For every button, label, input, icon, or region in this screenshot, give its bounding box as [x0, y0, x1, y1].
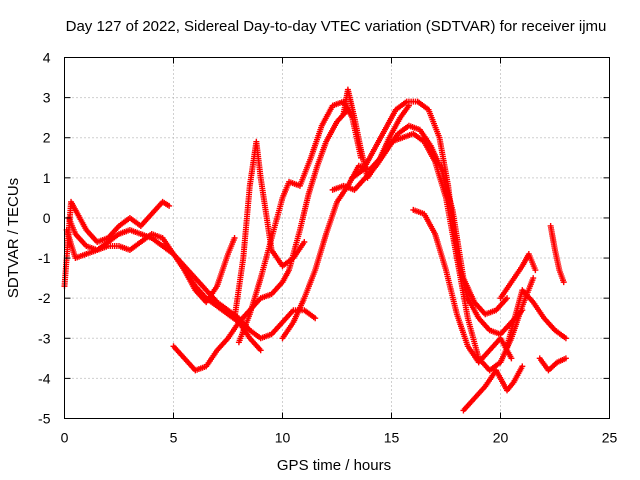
- series-track-16: [536, 355, 569, 374]
- data-marker: [532, 267, 539, 274]
- data-marker: [530, 275, 537, 282]
- x-tick-label: 25: [602, 430, 618, 446]
- x-tick-label: 15: [384, 430, 400, 446]
- data-marker: [257, 347, 264, 354]
- series-track-5: [181, 235, 238, 306]
- x-tick-label: 10: [275, 430, 291, 446]
- series-track-14: [504, 287, 569, 350]
- data-layer: [61, 86, 569, 414]
- data-marker: [312, 315, 319, 322]
- data-marker: [519, 363, 526, 370]
- series-track-6: [231, 138, 308, 322]
- chart-title: Day 127 of 2022, Sidereal Day-to-day VTE…: [66, 18, 607, 35]
- data-marker: [166, 202, 173, 209]
- x-tick-label: 20: [493, 430, 509, 446]
- y-tick-label: -2: [38, 290, 51, 306]
- data-marker: [562, 335, 569, 342]
- data-marker: [504, 295, 511, 302]
- y-axis-label: SDTVAR / TECUs: [5, 178, 22, 298]
- data-marker: [508, 355, 515, 362]
- y-tick-label: 3: [43, 90, 51, 106]
- x-tick-label: 0: [61, 430, 69, 446]
- y-tick-label: -3: [38, 330, 51, 346]
- series-track-12: [410, 206, 515, 366]
- x-tick-label: 5: [170, 430, 178, 446]
- y-tick-label: -1: [38, 250, 51, 266]
- data-marker: [231, 235, 238, 241]
- data-marker: [301, 239, 308, 246]
- data-marker: [405, 102, 412, 109]
- data-marker: [560, 279, 567, 286]
- series-track-11: [340, 86, 412, 181]
- y-tick-label: 4: [43, 50, 51, 66]
- y-tick-label: -5: [38, 411, 51, 427]
- x-axis-label: GPS time / hours: [277, 457, 391, 474]
- tick-layer: 0 5 10 15 20 25 -5 -4 -3 -2 -1 0 1 2 3 4: [38, 50, 617, 446]
- series-track-7: [235, 98, 364, 346]
- y-tick-label: 2: [43, 130, 51, 146]
- y-tick-label: 0: [43, 210, 51, 226]
- data-marker: [562, 355, 569, 362]
- y-tick-label: -4: [38, 370, 51, 386]
- series-track-13: [460, 363, 526, 414]
- y-tick-label: 1: [43, 170, 51, 186]
- plot-frame: [64, 57, 610, 419]
- series-track-17: [547, 222, 567, 286]
- series-track-15: [497, 251, 539, 302]
